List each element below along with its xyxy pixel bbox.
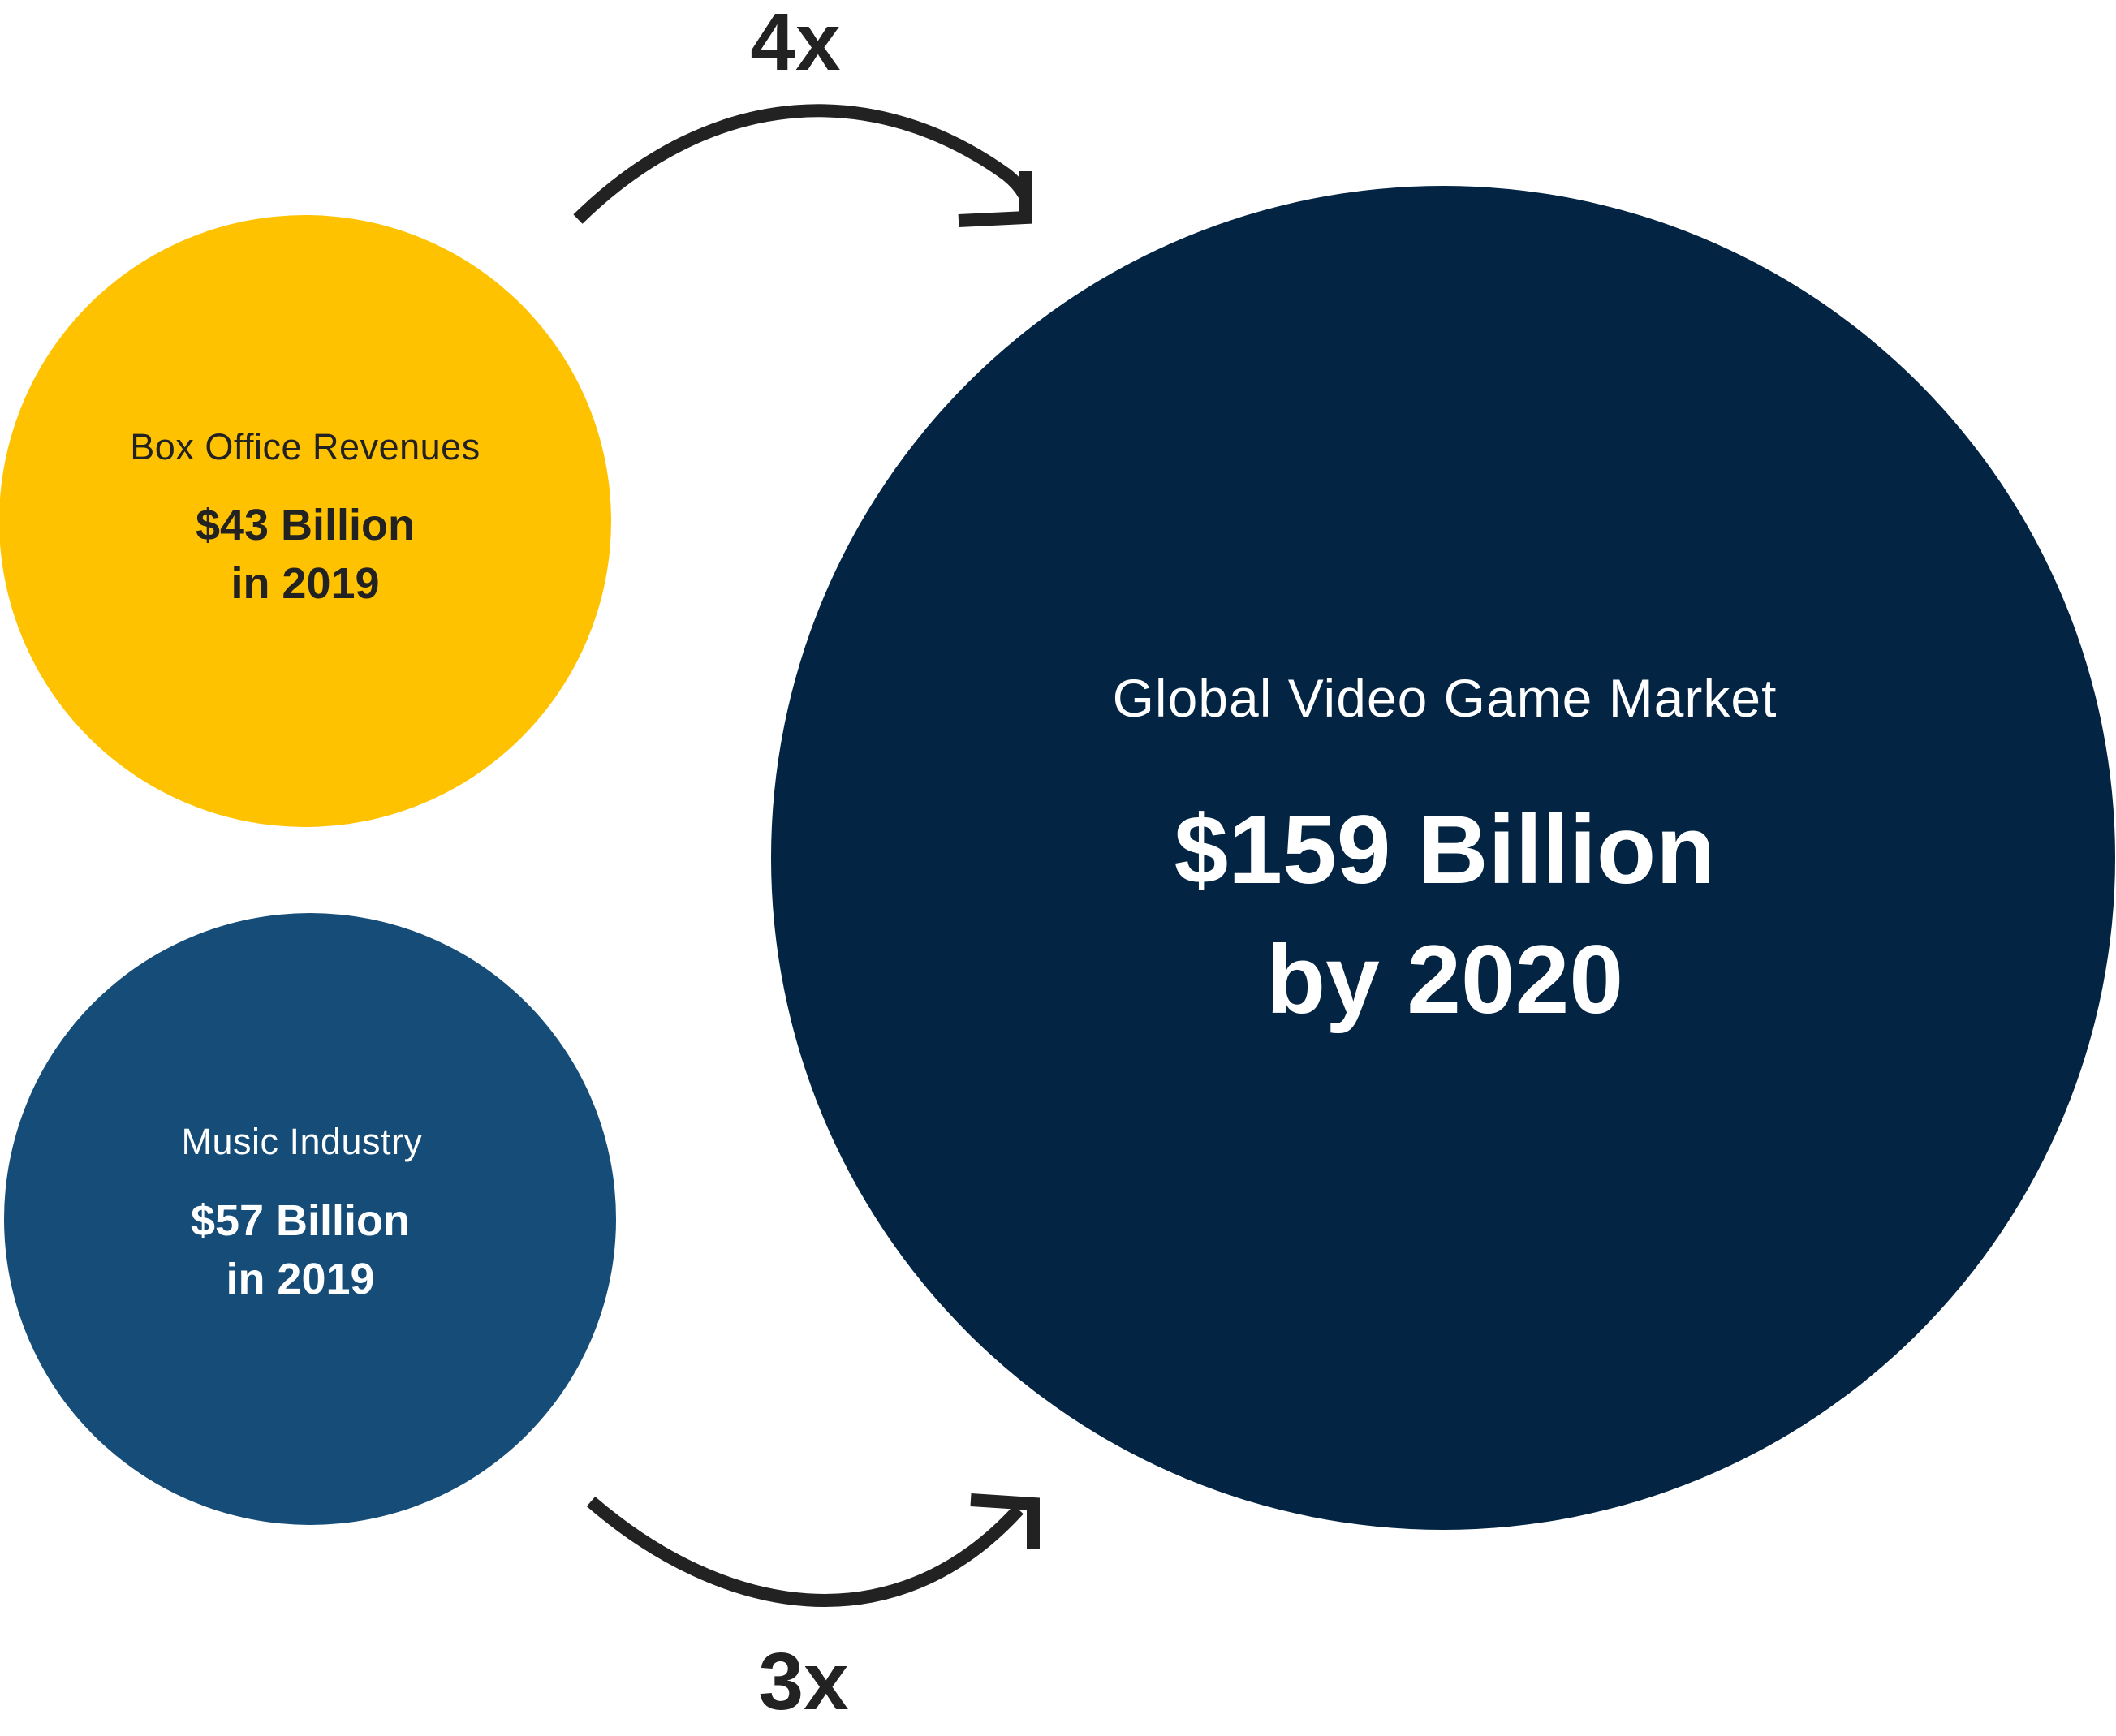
- box-office-circle: [0, 215, 611, 827]
- video-game-market-value: $159 Billion: [1174, 795, 1716, 904]
- bottom-multiplier-label: 3x: [758, 1636, 849, 1727]
- video-game-market-circle: [771, 186, 2115, 1530]
- music-industry-value: $57 Billion: [190, 1196, 411, 1245]
- music-industry-title: Music Industry: [181, 1121, 423, 1162]
- music-industry-circle: [4, 913, 616, 1525]
- bottom-arrow-icon: [586, 1493, 1040, 1607]
- video-game-market-title: Global Video Game Market: [1112, 668, 1778, 728]
- box-office-value: $43 Billion: [195, 501, 416, 549]
- video-game-market-year: by 2020: [1265, 925, 1624, 1034]
- box-office-year: in 2019: [231, 559, 380, 608]
- music-industry-year: in 2019: [226, 1255, 375, 1303]
- box-office-title: Box Office Revenues: [130, 426, 481, 467]
- top-arrow-icon: [573, 104, 1032, 227]
- top-multiplier-label: 4x: [750, 0, 841, 88]
